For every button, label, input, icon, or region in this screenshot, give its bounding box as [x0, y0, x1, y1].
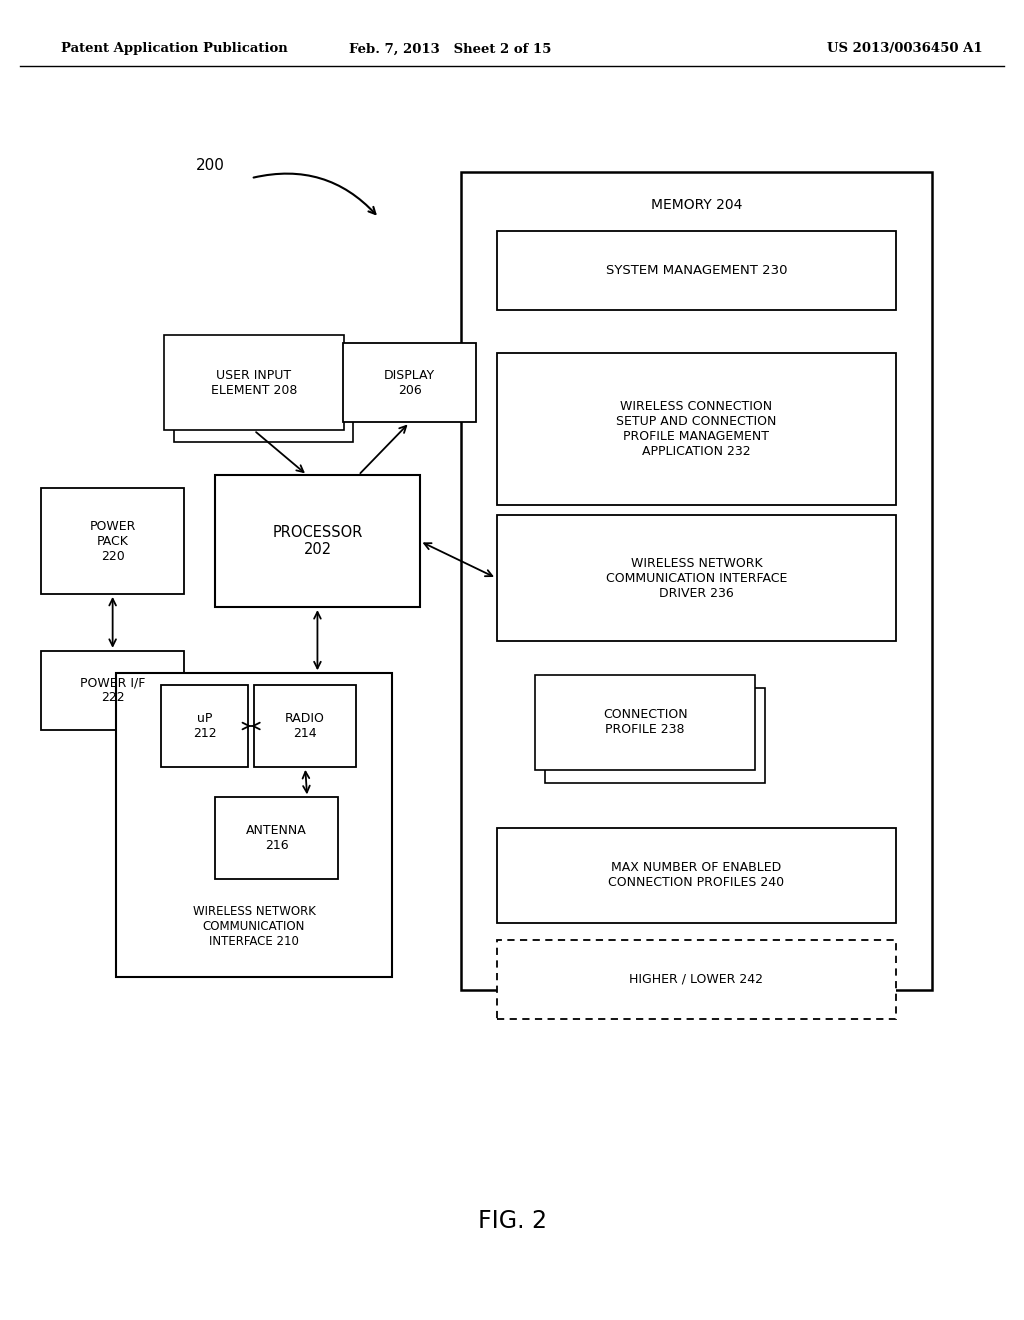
Text: HIGHER / LOWER 242: HIGHER / LOWER 242 — [630, 973, 763, 986]
Text: Patent Application Publication: Patent Application Publication — [61, 42, 288, 55]
Text: 200: 200 — [196, 157, 224, 173]
Text: WIRELESS CONNECTION
SETUP AND CONNECTION
PROFILE MANAGEMENT
APPLICATION 232: WIRELESS CONNECTION SETUP AND CONNECTION… — [616, 400, 776, 458]
Text: WIRELESS NETWORK
COMMUNICATION
INTERFACE 210: WIRELESS NETWORK COMMUNICATION INTERFACE… — [193, 906, 315, 948]
Bar — [41, 488, 184, 594]
Text: POWER
PACK
220: POWER PACK 220 — [89, 520, 136, 562]
Text: POWER I/F
222: POWER I/F 222 — [80, 676, 145, 705]
Text: MEMORY 204: MEMORY 204 — [650, 198, 742, 211]
Text: PROCESSOR
202: PROCESSOR 202 — [272, 525, 362, 557]
Text: US 2013/0036450 A1: US 2013/0036450 A1 — [827, 42, 983, 55]
Text: MAX NUMBER OF ENABLED
CONNECTION PROFILES 240: MAX NUMBER OF ENABLED CONNECTION PROFILE… — [608, 861, 784, 890]
Bar — [497, 940, 896, 1019]
Text: WIRELESS NETWORK
COMMUNICATION INTERFACE
DRIVER 236: WIRELESS NETWORK COMMUNICATION INTERFACE… — [605, 557, 787, 599]
Text: FIG. 2: FIG. 2 — [477, 1209, 547, 1233]
Bar — [215, 475, 420, 607]
Bar — [497, 828, 896, 923]
Text: DISPLAY
206: DISPLAY 206 — [384, 368, 435, 397]
Bar — [497, 515, 896, 640]
Bar — [497, 231, 896, 310]
Bar — [343, 343, 476, 422]
Bar — [164, 335, 344, 430]
Bar — [497, 354, 896, 504]
Bar — [461, 172, 932, 990]
Bar — [162, 685, 248, 767]
Text: Feb. 7, 2013   Sheet 2 of 15: Feb. 7, 2013 Sheet 2 of 15 — [349, 42, 552, 55]
Bar — [215, 797, 338, 879]
Bar — [254, 685, 356, 767]
Text: RADIO
214: RADIO 214 — [286, 711, 325, 741]
Bar — [535, 675, 755, 770]
Text: SYSTEM MANAGEMENT 230: SYSTEM MANAGEMENT 230 — [605, 264, 787, 277]
Text: uP
212: uP 212 — [193, 711, 217, 741]
Text: ANTENNA
216: ANTENNA 216 — [246, 824, 307, 853]
Bar — [174, 347, 352, 442]
Bar — [545, 688, 765, 783]
Text: CONNECTION
PROFILE 238: CONNECTION PROFILE 238 — [603, 708, 687, 737]
Text: USER INPUT
ELEMENT 208: USER INPUT ELEMENT 208 — [211, 368, 297, 397]
Bar — [41, 651, 184, 730]
Bar — [116, 673, 392, 977]
